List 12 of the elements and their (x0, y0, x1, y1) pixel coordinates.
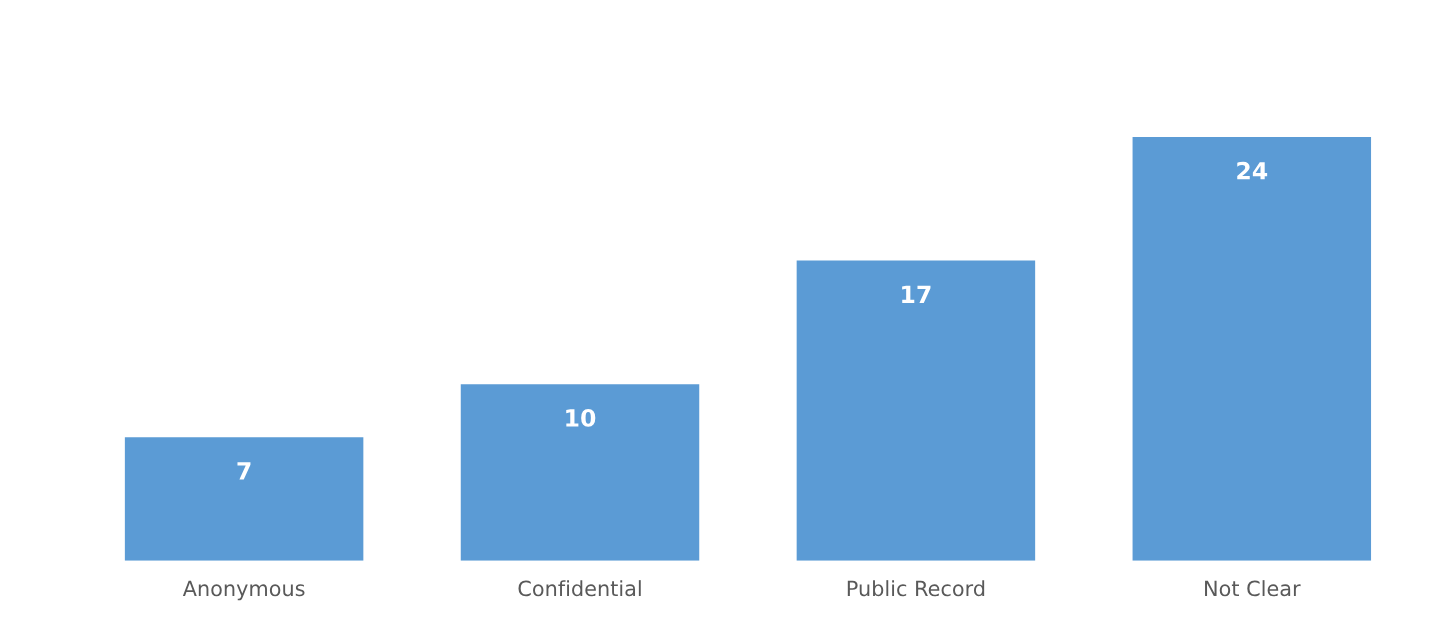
bar (796, 260, 1036, 561)
x-tick-label: Not Clear (1205, 580, 1301, 597)
x-tick-label: Confidential (518, 580, 641, 597)
data-label: 10 (566, 408, 596, 427)
x-tick-label: Public Record (847, 580, 985, 597)
bar (124, 437, 364, 561)
bar (460, 384, 700, 561)
x-tick-label: Anonymous (182, 580, 305, 601)
data-label: 7 (237, 462, 251, 480)
bar (1132, 137, 1372, 561)
data-label: 17 (902, 285, 931, 303)
data-label: 24 (1237, 161, 1268, 180)
